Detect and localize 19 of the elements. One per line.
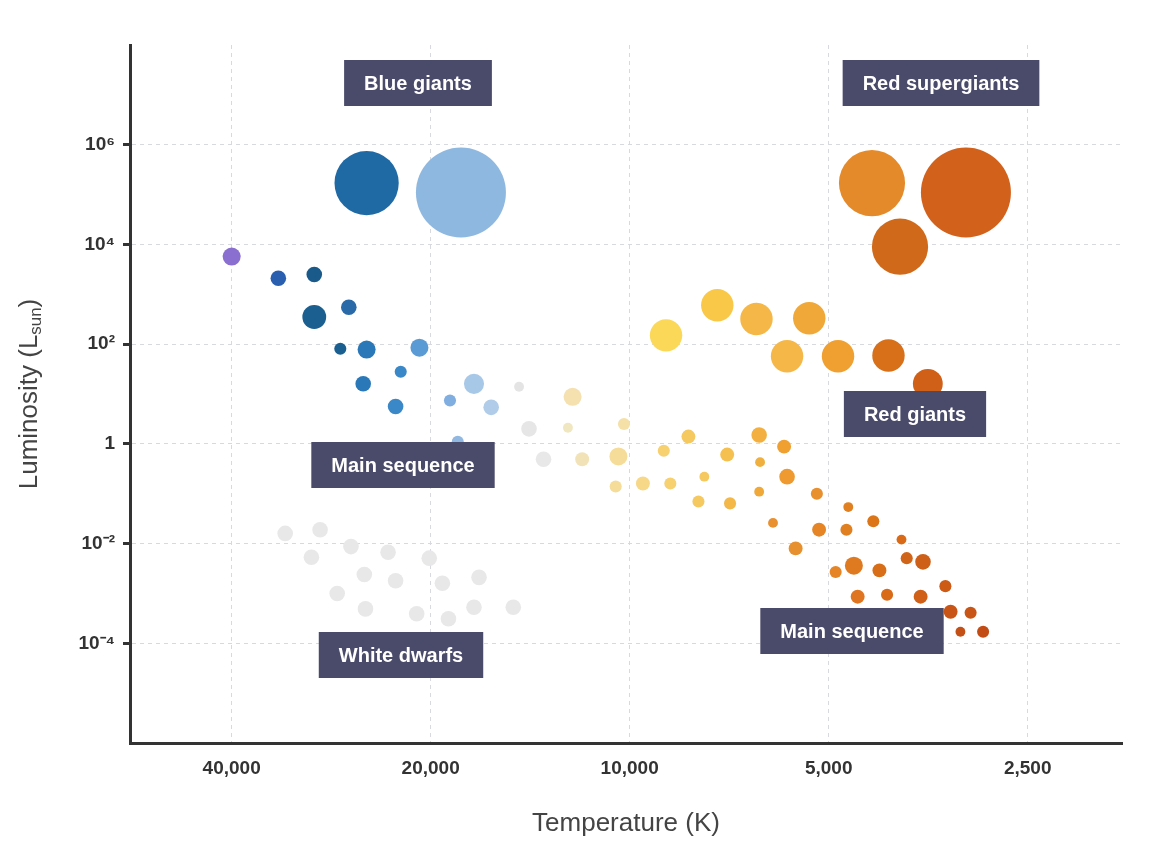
y-tick-label: 10⁻⁴ (78, 631, 115, 653)
x-tick-label: 20,000 (401, 756, 460, 778)
y-tick-label: 10² (87, 332, 115, 354)
x-tick-label: 2,500 (1003, 756, 1052, 778)
annotation: Main sequence (780, 619, 924, 642)
annotation: White dwarfs (338, 643, 464, 666)
annotation: Red giants (863, 402, 967, 425)
annotation: Red supergiants (862, 71, 1020, 94)
annotation: Main sequence (331, 453, 475, 476)
y-tick-label: 10⁻² (81, 531, 115, 553)
x-axis-title: Temperature (K) (532, 807, 720, 838)
x-tick-label: 40,000 (202, 756, 261, 778)
annotation: Blue giants (364, 71, 472, 94)
y-tick-label: 1 (104, 432, 116, 454)
y-tick-label: 10⁴ (84, 232, 115, 254)
y-tick-label: 10⁶ (85, 132, 115, 154)
x-tick-label: 10,000 (600, 756, 659, 778)
y-axis-title: Luminosity (Lsun) (13, 298, 46, 490)
x-tick-label: 5,000 (804, 756, 853, 778)
